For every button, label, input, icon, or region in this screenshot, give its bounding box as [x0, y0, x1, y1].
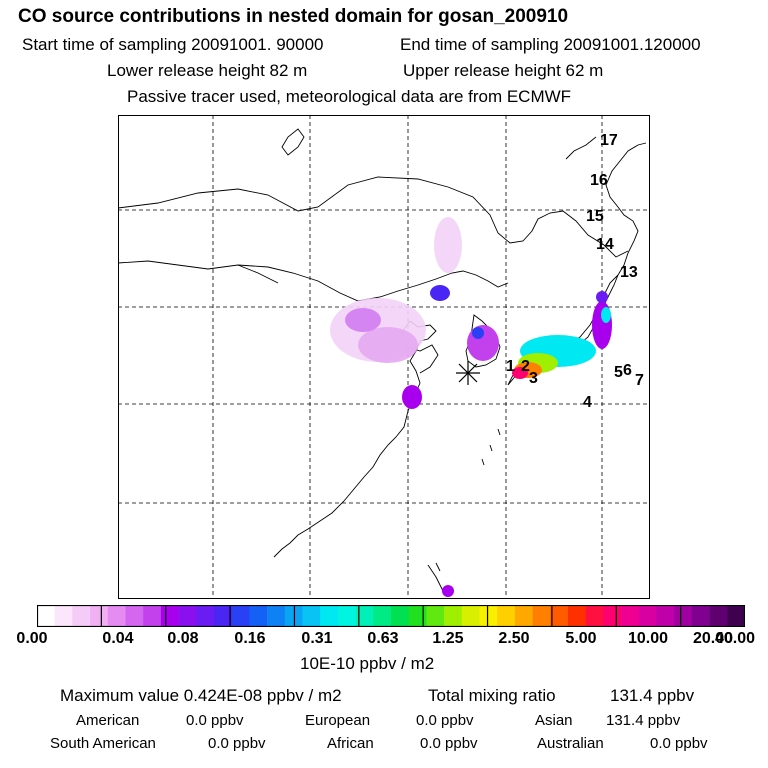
- colorbar-cell: [479, 605, 498, 627]
- american-value: 0.0 ppbv: [186, 712, 244, 729]
- colorbar-unit: 10E-10 ppbv / m2: [300, 654, 435, 673]
- colorbar: [37, 605, 745, 627]
- colorbar-cell: [355, 605, 374, 627]
- tracer-note: Passive tracer used, meteorological data…: [127, 87, 572, 106]
- source-label: 4: [583, 394, 592, 411]
- source-label: 15: [586, 208, 604, 225]
- colorbar-tick: 0.08: [167, 630, 199, 647]
- colorbar-tick: 20.00: [692, 630, 734, 647]
- south-american-value: 0.0 ppbv: [208, 735, 266, 752]
- source-label: 14: [596, 236, 614, 253]
- map-panel: 17 16 15 14 13 1 2 3 5 6 7 4: [118, 115, 650, 599]
- colorbar-cell: [320, 605, 339, 627]
- colorbar-cell: [638, 605, 657, 627]
- colorbar-cell: [568, 605, 586, 627]
- colorbar-cell: [107, 605, 126, 627]
- colorbar-cell: [267, 605, 286, 627]
- colorbar-cell: [656, 605, 675, 627]
- colorbar-tick: 40.00: [714, 630, 756, 647]
- colorbar-cell: [373, 605, 392, 627]
- colorbar-cell: [214, 605, 232, 627]
- european-label: European: [305, 712, 371, 729]
- source-label: 7: [635, 372, 644, 389]
- colorbar-cell: [603, 605, 622, 627]
- colorbar-tick: 1.25: [432, 630, 464, 647]
- colorbar-tick: 0.16: [234, 630, 266, 647]
- south-american-label: South American: [50, 735, 156, 752]
- page-title: CO source contributions in nested domain…: [18, 6, 569, 27]
- source-label: 16: [590, 172, 608, 189]
- source-label: 13: [620, 264, 638, 281]
- colorbar-cell: [231, 605, 250, 627]
- colorbar-cell: [426, 605, 445, 627]
- colorbar-cell: [532, 605, 551, 627]
- station-marker: [456, 361, 480, 385]
- colorbar-cell: [709, 605, 728, 627]
- colorbar-cell: [691, 605, 710, 627]
- total-mixing-value: 131.4 ppbv: [610, 686, 695, 705]
- source-label: 1: [506, 358, 515, 375]
- colorbar-cell: [196, 605, 215, 627]
- colorbar-tick: 5.00: [565, 630, 597, 647]
- colorbar-cell: [90, 605, 109, 627]
- max-value-label: Maximum value 0.424E-08 ppbv / m2: [60, 686, 342, 705]
- colorbar-tick: 0.04: [102, 630, 134, 647]
- colorbar-cell: [391, 605, 409, 627]
- colorbar-cell: [497, 605, 516, 627]
- colorbar-tick: 0.00: [16, 630, 48, 647]
- colorbar-cell: [514, 605, 533, 627]
- source-label: 6: [623, 362, 632, 379]
- colorbar-tick: 0.31: [301, 630, 333, 647]
- start-time-label: Start time of sampling 20091001. 90000: [22, 35, 324, 54]
- european-value: 0.0 ppbv: [416, 712, 474, 729]
- colorbar-cell: [408, 605, 427, 627]
- australian-value: 0.0 ppbv: [650, 735, 708, 752]
- total-mixing-label: Total mixing ratio: [428, 686, 556, 705]
- colorbar-cell: [284, 605, 303, 627]
- colorbar-cell: [125, 605, 144, 627]
- colorbar-tick: 0.63: [367, 630, 399, 647]
- colorbar-cell: [727, 605, 745, 627]
- end-time-label: End time of sampling 20091001.120000: [400, 35, 701, 54]
- colorbar-cell: [444, 605, 463, 627]
- upper-release-label: Upper release height 62 m: [403, 61, 604, 80]
- colorbar-cell: [143, 605, 162, 627]
- american-label: American: [76, 712, 140, 729]
- lat-lon-grid: [118, 115, 650, 599]
- african-value: 0.0 ppbv: [420, 735, 478, 752]
- colorbar-cell: [461, 605, 480, 627]
- colorbar-cell: [585, 605, 604, 627]
- colorbar-tick: 10.00: [627, 630, 669, 647]
- colorbar-cell: [160, 605, 179, 627]
- source-label: 2: [521, 358, 530, 375]
- source-label: 5: [614, 364, 623, 381]
- african-label: African: [327, 735, 374, 752]
- lower-release-label: Lower release height 82 m: [107, 61, 308, 80]
- australian-label: Australian: [537, 735, 604, 752]
- colorbar-cell: [178, 605, 197, 627]
- colorbar-cell: [337, 605, 356, 627]
- colorbar-cell: [302, 605, 321, 627]
- colorbar-cell: [550, 605, 569, 627]
- asian-label: Asian: [535, 712, 573, 729]
- colorbar-cell: [54, 605, 73, 627]
- colorbar-cell: [37, 605, 55, 627]
- colorbar-cell: [249, 605, 268, 627]
- source-label: 17: [600, 132, 618, 149]
- colorbar-frame: [37, 605, 745, 627]
- source-label: 3: [529, 370, 538, 387]
- asian-value: 131.4 ppbv: [606, 712, 681, 729]
- concentration-plume: [330, 217, 612, 597]
- colorbar-cell: [621, 605, 640, 627]
- colorbar-cell: [72, 605, 91, 627]
- colorbar-tick: 2.50: [498, 630, 530, 647]
- colorbar-cell: [674, 605, 693, 627]
